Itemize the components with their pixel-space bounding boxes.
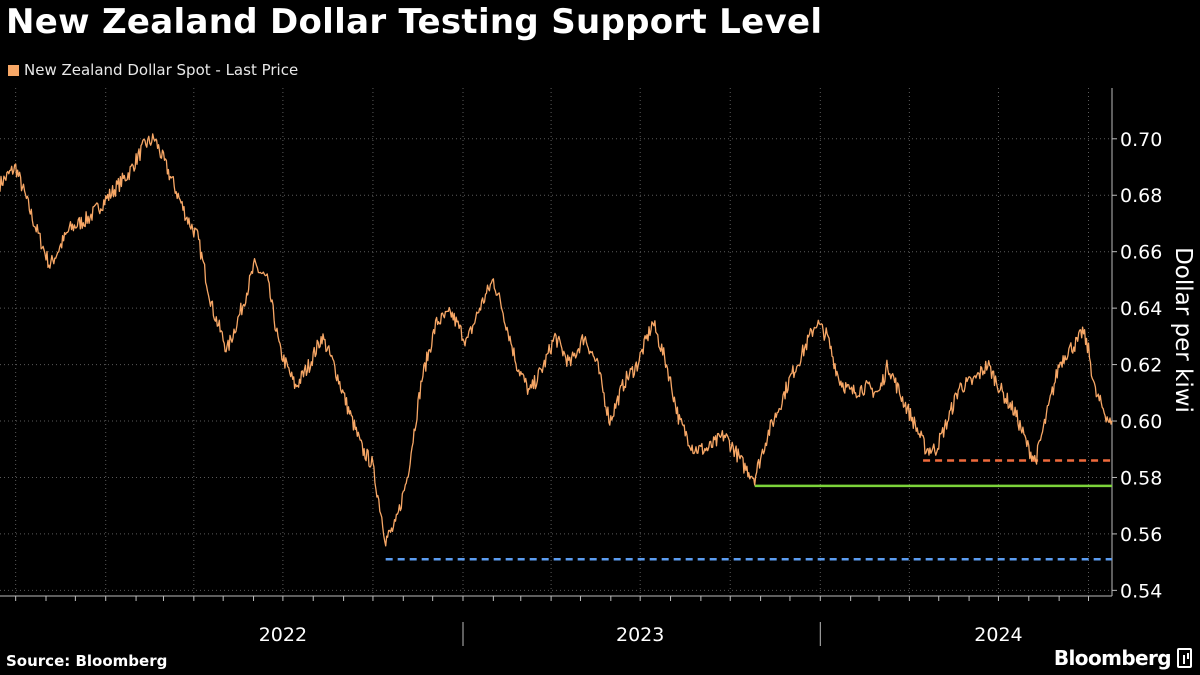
y-tick-label: 0.66 xyxy=(1120,242,1162,264)
y-tick-label: 0.62 xyxy=(1120,355,1162,377)
legend-label: New Zealand Dollar Spot - Last Price xyxy=(24,61,299,79)
x-year-label: 2023 xyxy=(616,624,664,646)
bloomberg-terminal-icon xyxy=(1177,648,1192,668)
y-tick-label: 0.68 xyxy=(1120,185,1162,207)
y-tick-label: 0.64 xyxy=(1120,298,1162,320)
y-tick-label: 0.60 xyxy=(1120,411,1162,433)
y-tick-label: 0.54 xyxy=(1120,580,1162,602)
y-tick-label: 0.70 xyxy=(1120,129,1162,151)
x-year-label: 2024 xyxy=(974,624,1022,646)
chart-legend: New Zealand Dollar Spot - Last Price xyxy=(8,61,298,79)
brand-name: Bloomberg xyxy=(1053,646,1172,670)
brand-logo: Bloomberg xyxy=(1054,646,1192,670)
x-year-label: 2022 xyxy=(259,624,307,646)
source-note: Source: Bloomberg xyxy=(6,652,168,670)
page-title: New Zealand Dollar Testing Support Level xyxy=(6,2,823,42)
y-tick-label: 0.56 xyxy=(1120,524,1162,546)
series-line-nzd-spot xyxy=(0,133,1113,547)
y-axis-title: Dollar per kiwi xyxy=(1170,247,1196,413)
legend-swatch xyxy=(8,64,19,76)
y-tick-label: 0.58 xyxy=(1120,467,1162,489)
